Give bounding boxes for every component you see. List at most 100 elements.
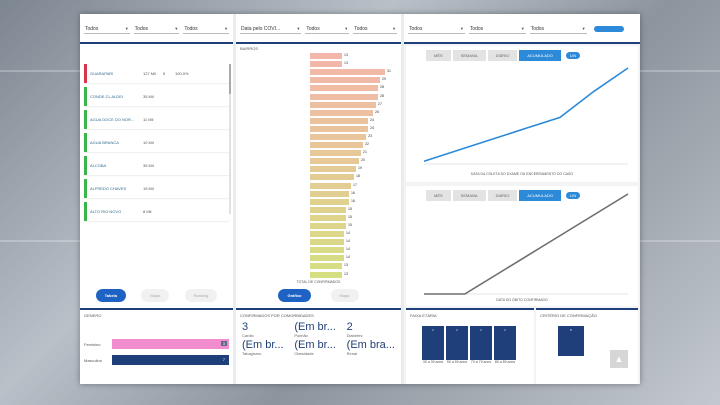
table-row[interactable]: AGUA BRANCA 10 Mil bbox=[84, 133, 229, 152]
table-row[interactable]: AGUA DOCE DO NOR... 11 Mil bbox=[84, 110, 229, 129]
bairro-bar-row[interactable]: 15 bbox=[240, 214, 397, 222]
tabela-button[interactable]: Tabela bbox=[95, 288, 127, 302]
comorbidade-value: (Em br... bbox=[242, 340, 284, 351]
tab-acumulado[interactable]: ACUMULADO bbox=[519, 190, 561, 201]
bairro-bar-row[interactable]: 17 bbox=[240, 182, 397, 190]
bairro-bar-row[interactable]: 16 bbox=[240, 190, 397, 198]
mapa-button[interactable]: Mapa bbox=[330, 288, 359, 302]
bairro-bar-row[interactable]: 14 bbox=[240, 254, 397, 262]
bairro-bar-row[interactable]: 23 bbox=[240, 133, 397, 141]
scroll-top-button[interactable]: ▲ bbox=[610, 350, 628, 368]
filter-value: Todos bbox=[469, 26, 484, 32]
bar-value-label: 23 bbox=[368, 133, 372, 138]
toggle-switch[interactable] bbox=[591, 18, 636, 42]
comorbidades-grid: 3 Cardio (Em br... Pulmão 2 Diabetes (Em br… bbox=[236, 320, 401, 358]
bar-value-label: 20 bbox=[361, 158, 365, 163]
mapa-button[interactable]: Mapa bbox=[141, 288, 170, 302]
lin-toggle[interactable]: LIN bbox=[565, 52, 581, 59]
filter-3[interactable]: Todos ▼ bbox=[529, 18, 587, 42]
filter-3[interactable]: Todos ▼ bbox=[353, 18, 398, 42]
comorbidade-card: 2 Diabetes bbox=[347, 322, 395, 338]
filter-1[interactable]: Data pelo COVI... ▼ bbox=[240, 18, 302, 42]
bar-track: 13 bbox=[310, 53, 397, 60]
municipio-name: AGUA BRANCA bbox=[90, 140, 119, 145]
bairro-bar-row[interactable]: 15 bbox=[240, 222, 397, 230]
tab-mes[interactable]: MÊS bbox=[426, 190, 451, 201]
faixa-bar[interactable]: 1 bbox=[422, 326, 444, 360]
tab-semana[interactable]: SEMANA bbox=[452, 190, 486, 201]
genero-bar[interactable]: Masculino 7 bbox=[84, 354, 229, 366]
bairro-bar-row[interactable]: 28 bbox=[240, 84, 397, 92]
bairro-bar-row[interactable]: 13 bbox=[240, 271, 397, 279]
bairro-bar-row[interactable]: 16 bbox=[240, 198, 397, 206]
filter-1[interactable]: Todos ▼ bbox=[84, 18, 130, 42]
bairro-bar-row[interactable]: 21 bbox=[240, 149, 397, 157]
bar-value-label: 13 bbox=[344, 271, 348, 276]
bar-track: 16 bbox=[310, 198, 397, 205]
scrollbar-thumb[interactable] bbox=[229, 64, 231, 94]
bairro-bar-row[interactable]: 27 bbox=[240, 101, 397, 109]
scrollbar[interactable] bbox=[229, 64, 231, 214]
tab-mes[interactable]: MÊS bbox=[426, 50, 451, 61]
bairro-bar-row[interactable]: 14 bbox=[240, 246, 397, 254]
series-line bbox=[424, 193, 629, 295]
bairro-bar-row[interactable]: 20 bbox=[240, 157, 397, 165]
bairro-bar bbox=[310, 271, 342, 278]
bairro-bar-row[interactable]: 22 bbox=[240, 141, 397, 149]
bairro-bar bbox=[310, 125, 368, 132]
series-line bbox=[423, 67, 629, 163]
faixa-bar[interactable]: 1 bbox=[470, 326, 492, 360]
table-row[interactable]: ALFREDO CHAVES 15 Mil bbox=[84, 179, 229, 198]
bairro-bar-row[interactable]: 18 bbox=[240, 173, 397, 181]
table-row[interactable]: CONDE CL ALDEI 35 Mil bbox=[84, 87, 229, 106]
bar-value-label: 28 bbox=[380, 85, 384, 90]
filter-2[interactable]: Todos ▼ bbox=[468, 18, 526, 42]
ranking-button[interactable]: Ranking bbox=[184, 288, 218, 302]
bairro-bar-row[interactable]: 14 bbox=[240, 238, 397, 246]
tab-semana[interactable]: SEMANA bbox=[452, 50, 486, 61]
comorbidade-label: Pulmão bbox=[294, 333, 308, 338]
bar-value-label: 21 bbox=[363, 150, 367, 155]
table-row[interactable]: GUARAPARI 127 Mil 5 100,0% bbox=[84, 64, 229, 83]
bairro-bar-row[interactable]: 28 bbox=[240, 92, 397, 100]
bairro-bar-row[interactable]: 26 bbox=[240, 109, 397, 117]
grafico-button[interactable]: Gráfico bbox=[278, 288, 311, 302]
table-row[interactable]: ALCOBA 35 Mil bbox=[84, 156, 229, 175]
table-row[interactable]: ALTO RIO NOVO 8 Mil bbox=[84, 202, 229, 221]
filter-3[interactable]: Todos ▼ bbox=[183, 18, 230, 42]
view-buttons: Gráfico Mapa bbox=[236, 286, 401, 304]
comorbidade-label: Cardio bbox=[242, 333, 254, 338]
faixa-bar[interactable]: 1 bbox=[494, 326, 516, 360]
bairro-bar bbox=[310, 190, 349, 197]
tab-diario[interactable]: DIÁRIO bbox=[487, 190, 518, 201]
bairro-bar-row[interactable]: 24 bbox=[240, 125, 397, 133]
bairro-bar-row[interactable]: 24 bbox=[240, 117, 397, 125]
lin-toggle[interactable]: LIN bbox=[565, 192, 581, 199]
filter-value: Todos bbox=[85, 26, 99, 32]
criterio-bar[interactable]: 5 bbox=[558, 326, 584, 356]
faixa-bars: 1 1 1 1 bbox=[406, 320, 534, 360]
bairros-title: BAIRROS bbox=[240, 46, 259, 51]
bairro-bar-row[interactable]: 13 bbox=[240, 60, 397, 68]
genero-bar[interactable]: Feminino 3 bbox=[84, 338, 229, 350]
bairro-bar-row[interactable]: 14 bbox=[240, 230, 397, 238]
bairro-bar-row[interactable]: 31 bbox=[240, 68, 397, 76]
tab-acumulado[interactable]: ACUMULADO bbox=[519, 50, 561, 61]
tab-diario[interactable]: DIÁRIO bbox=[487, 50, 518, 61]
genero-section: GENERO Feminino 3 Masculino 7 bbox=[80, 308, 233, 384]
filter-value: Todos bbox=[409, 26, 423, 32]
confirmados-line-chart bbox=[423, 67, 629, 165]
filter-2[interactable]: Todos ▼ bbox=[133, 18, 180, 42]
bairro-bar-row[interactable]: 13 bbox=[240, 52, 397, 60]
comorbidade-label: Renal bbox=[346, 351, 358, 356]
faixa-bar[interactable]: 1 bbox=[446, 326, 468, 360]
bar-track: 19 bbox=[310, 166, 397, 173]
bairro-bar-row[interactable]: 19 bbox=[240, 165, 397, 173]
bairro-bar-row[interactable]: 29 bbox=[240, 76, 397, 84]
bairro-bar-row[interactable]: 15 bbox=[240, 206, 397, 214]
bar-track: 20 bbox=[310, 158, 397, 165]
view-buttons: Tabela Mapa Ranking bbox=[80, 286, 233, 304]
filter-2[interactable]: Todos ▼ bbox=[305, 18, 350, 42]
filter-1[interactable]: Todos ▼ bbox=[408, 18, 465, 42]
bairro-bar-row[interactable]: 13 bbox=[240, 262, 397, 270]
